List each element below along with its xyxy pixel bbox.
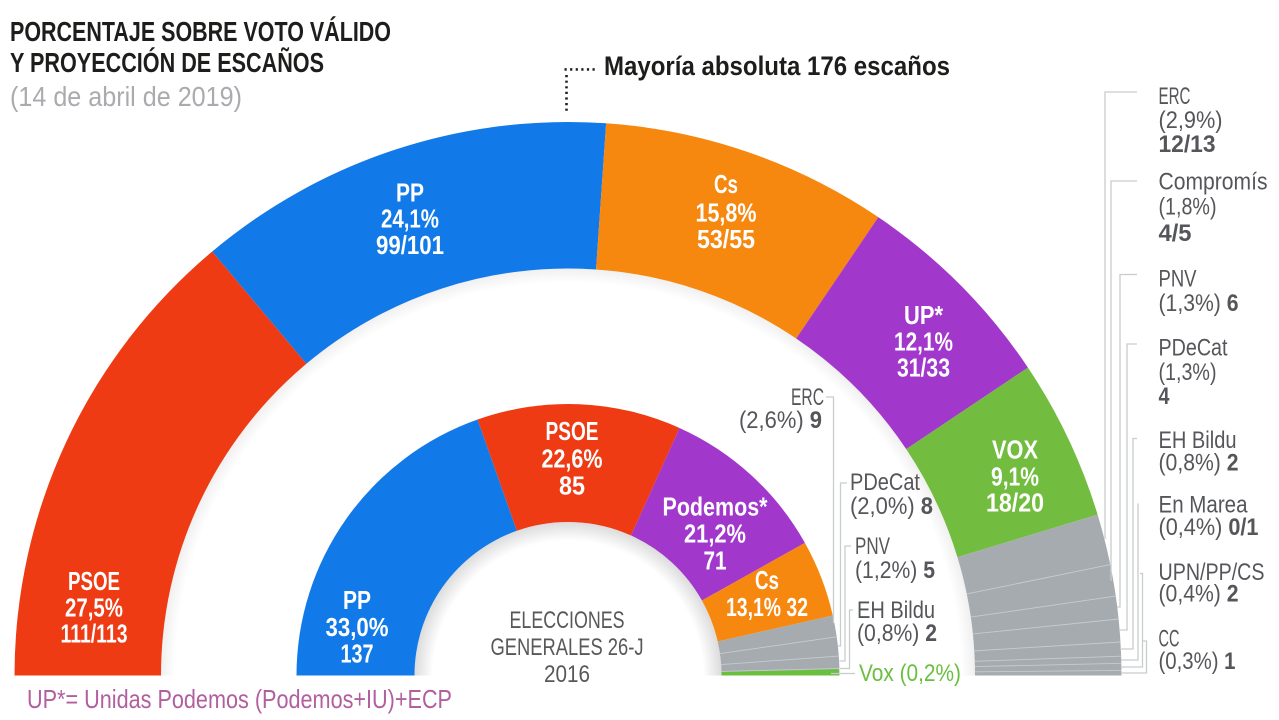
svg-text:PP: PP — [396, 178, 424, 208]
svg-text:53/55: 53/55 — [697, 224, 755, 254]
svg-text:(0,4%) 0/1: (0,4%) 0/1 — [1159, 514, 1259, 541]
svg-text:PP: PP — [343, 585, 371, 615]
svg-text:111/113: 111/113 — [61, 619, 128, 649]
svg-text:15,8%: 15,8% — [696, 198, 757, 228]
svg-text:UP*= Unidas Podemos (Podemos+I: UP*= Unidas Podemos (Podemos+IU)+ECP — [27, 684, 452, 714]
svg-text:(1,8%): (1,8%) — [1159, 194, 1217, 221]
svg-text:(1,3%): (1,3%) — [1159, 359, 1217, 386]
svg-text:En Marea: En Marea — [1159, 492, 1249, 519]
svg-text:PDeCat: PDeCat — [1159, 335, 1228, 362]
svg-text:Podemos*: Podemos* — [663, 492, 769, 522]
svg-text:(0,3%) 1: (0,3%) 1 — [1159, 648, 1236, 675]
svg-text:33,0%: 33,0% — [326, 612, 389, 642]
svg-text:PORCENTAJE SOBRE VOTO VÁLIDO: PORCENTAJE SOBRE VOTO VÁLIDO — [10, 16, 391, 47]
svg-text:Cs: Cs — [714, 169, 738, 199]
svg-text:UPN/PP/CS: UPN/PP/CS — [1159, 559, 1265, 586]
svg-text:(1,3%) 6: (1,3%) 6 — [1159, 290, 1239, 317]
svg-text:VOX: VOX — [992, 435, 1039, 465]
svg-text:CC: CC — [1159, 626, 1180, 653]
svg-text:PDeCat: PDeCat — [850, 469, 920, 496]
svg-text:(2,9%): (2,9%) — [1159, 107, 1223, 134]
svg-text:GENERALES 26-J: GENERALES 26-J — [491, 634, 644, 661]
svg-text:12/13: 12/13 — [1159, 131, 1216, 158]
svg-text:Vox (0,2%): Vox (0,2%) — [859, 660, 961, 687]
svg-text:(2,6%) 9: (2,6%) 9 — [739, 407, 822, 434]
svg-text:PNV: PNV — [1159, 266, 1197, 293]
svg-text:27,5%: 27,5% — [65, 593, 123, 623]
svg-text:21,2%: 21,2% — [684, 519, 746, 549]
svg-text:ERC: ERC — [1159, 83, 1191, 110]
svg-text:Compromís: Compromís — [1159, 169, 1268, 196]
svg-text:ERC: ERC — [791, 384, 824, 411]
svg-text:9,1%: 9,1% — [991, 462, 1039, 492]
svg-text:UP*: UP* — [904, 300, 944, 330]
svg-text:PSOE: PSOE — [546, 416, 599, 446]
svg-text:2016: 2016 — [544, 661, 590, 688]
svg-text:18/20: 18/20 — [986, 488, 1044, 518]
svg-text:(1,2%) 5: (1,2%) 5 — [855, 557, 935, 584]
svg-text:24,1%: 24,1% — [381, 204, 439, 234]
svg-text:Cs: Cs — [755, 565, 779, 595]
svg-text:4/5: 4/5 — [1159, 220, 1192, 247]
svg-text:PSOE: PSOE — [68, 566, 120, 596]
svg-text:22,6%: 22,6% — [542, 444, 603, 474]
svg-text:(0,8%) 2: (0,8%) 2 — [857, 620, 937, 647]
svg-text:(0,8%) 2: (0,8%) 2 — [1159, 450, 1239, 477]
svg-text:PNV: PNV — [855, 533, 890, 560]
svg-text:Mayoría absoluta 176 escaños: Mayoría absoluta 176 escaños — [604, 51, 950, 81]
svg-text:4: 4 — [1159, 383, 1171, 410]
svg-text:Y PROYECCIÓN DE ESCAÑOS: Y PROYECCIÓN DE ESCAÑOS — [10, 47, 324, 78]
svg-text:31/33: 31/33 — [897, 353, 950, 383]
svg-text:ELECCIONES: ELECCIONES — [510, 607, 625, 634]
svg-text:EH Bildu: EH Bildu — [1159, 427, 1237, 454]
svg-text:(0,4%) 2: (0,4%) 2 — [1159, 581, 1239, 608]
svg-text:12,1%: 12,1% — [894, 327, 953, 357]
svg-text:(2,0%) 8: (2,0%) 8 — [850, 493, 933, 520]
svg-text:71: 71 — [704, 546, 727, 576]
svg-text:(14 de abril de 2019): (14 de abril de 2019) — [10, 81, 242, 112]
svg-text:99/101: 99/101 — [376, 230, 444, 260]
svg-text:13,1% 32: 13,1% 32 — [726, 592, 808, 622]
svg-text:85: 85 — [559, 471, 585, 501]
svg-text:EH Bildu: EH Bildu — [857, 597, 935, 624]
svg-text:137: 137 — [341, 639, 374, 669]
